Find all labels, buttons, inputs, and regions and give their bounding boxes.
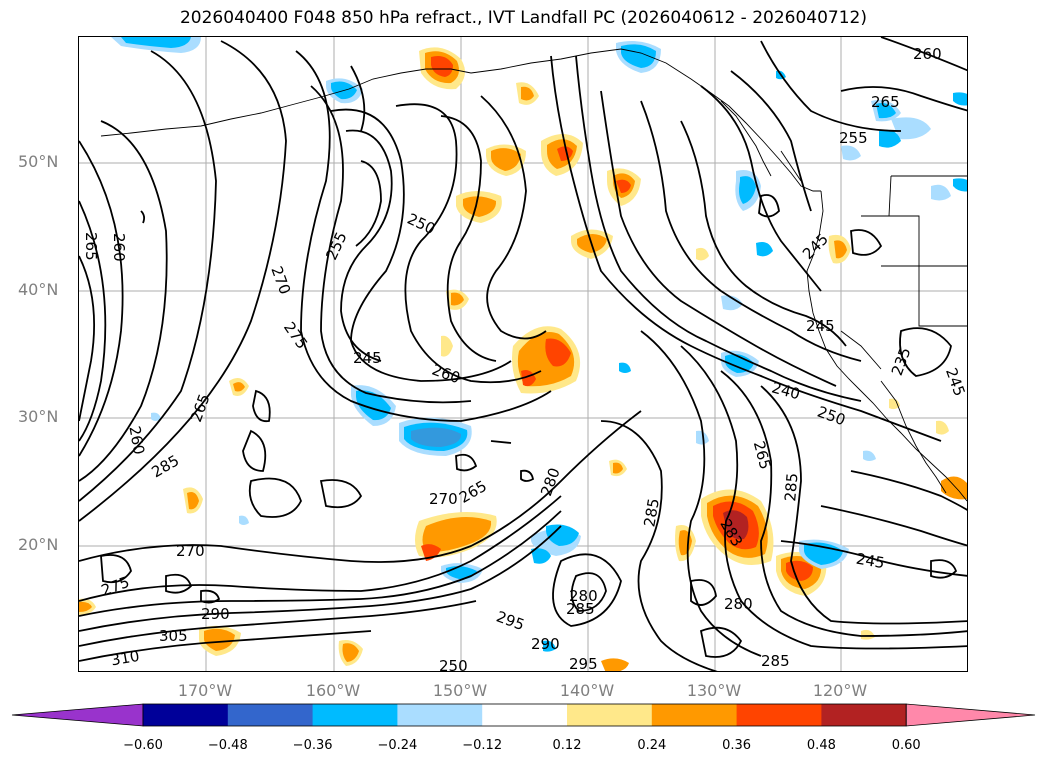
colorbar-segment [651,704,738,726]
contour-label: 250 [439,657,468,672]
negative-pc-shading [111,37,967,652]
colorbar-segment [736,704,822,726]
colorbar-segment [567,704,653,726]
contour-label: 270 [176,542,205,560]
lat-label-40n: 40°N [18,280,59,299]
colorbar-segment [312,704,398,726]
contour-label: 275 [99,573,132,600]
contour-label: 260 [430,361,463,388]
coastlines [100,48,967,502]
contour-label: 295 [494,607,527,634]
contour-label: 285 [781,472,801,502]
contour-label: 290 [201,605,230,623]
contour-label: 290 [531,635,560,653]
contour-label: 245 [353,349,382,367]
colorbar-tick-label: −0.36 [292,738,333,753]
colorbar-extend-low [11,703,144,727]
lat-label-20n: 20°N [18,535,59,554]
colorbar-segments [11,703,1036,727]
colorbar-tick-label: 0.36 [722,738,752,753]
contour-label: 250 [404,210,438,238]
map-title: 2026040400 F048 850 hPa refract., IVT La… [179,8,867,28]
contour-label: 280 [569,587,598,605]
contour-label: 270 [429,490,458,508]
refractivity-contours [79,37,967,671]
contour-label: 250 [815,403,848,430]
positive-pc-shading [79,47,967,671]
colorbar-segment [227,704,314,726]
contour-label: 285 [566,600,595,618]
contour-label: 285 [761,652,790,670]
lon-label-120w: 120°W [812,681,868,700]
contour-label: 295 [569,655,598,672]
colorbar-segment [821,704,907,726]
colorbar-segment [482,704,568,726]
contour-label: 285 [640,497,663,528]
contour-label: 275 [280,319,311,353]
contour-label: 265 [82,232,100,261]
colorbar-extend-high [905,703,1036,727]
lon-label-150w: 150°W [432,681,488,700]
contour-label: 280 [537,465,564,498]
map-panel[interactable]: 260 265 255 250 255 270 275 245 260 240 … [78,36,968,672]
contour-label: 265 [871,93,900,111]
colorbar-tick-label: 0.12 [552,738,582,753]
contour-label: 280 [724,595,753,613]
contour-label: 270 [267,264,294,297]
colorbar-tick-label: 0.24 [637,738,667,753]
contour-label: 245 [855,550,886,573]
map-canvas: 260 265 255 250 255 270 275 245 260 240 … [79,37,968,672]
colorbar-tick-label: −0.24 [377,738,418,753]
contour-label: 245 [799,230,832,263]
colorbar-tick-label: 0.48 [806,738,836,753]
contour-label: 245 [806,317,835,335]
contour-label: 265 [187,391,214,424]
lon-label-160w: 160°W [305,681,361,700]
lon-label-170w: 170°W [177,681,233,700]
contour-label: 305 [159,627,188,645]
colorbar-tick-label: −0.12 [462,738,503,753]
lat-label-50n: 50°N [18,152,59,171]
contour-label: 235 [888,345,915,378]
contour-label: 245 [942,365,968,398]
contour-label: 260 [913,45,942,63]
contour-label: 255 [322,229,350,263]
colorbar-outline [142,703,907,727]
colorbar-tick-label: −0.60 [123,738,163,753]
lon-label-130w: 130°W [686,681,742,700]
colorbar [11,703,1036,727]
contour-label: 260 [110,233,128,262]
colorbar-segment [143,704,229,726]
contour-label: 285 [149,451,183,481]
colorbar-tick-label: 0.60 [891,738,921,753]
lon-label-140w: 140°W [559,681,615,700]
colorbar-tick-label: −0.48 [207,738,248,753]
contour-label: 260 [125,425,148,456]
colorbar-segment [397,704,483,726]
lat-label-30n: 30°N [18,407,59,426]
contour-label: 255 [839,129,868,147]
contour-label: 310 [109,647,140,670]
contour-label: 265 [750,439,775,471]
